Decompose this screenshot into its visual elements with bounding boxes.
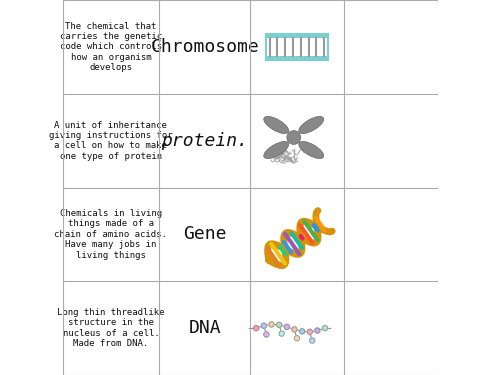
Ellipse shape bbox=[264, 117, 288, 134]
Circle shape bbox=[279, 331, 284, 336]
Bar bbox=[266, 56, 328, 60]
Text: Chemicals in living
things made of a
chain of amino acids.
Have many jobs in
liv: Chemicals in living things made of a cha… bbox=[54, 209, 168, 260]
Text: protein.: protein. bbox=[161, 132, 248, 150]
Text: Gene: Gene bbox=[183, 225, 226, 243]
Ellipse shape bbox=[299, 141, 324, 159]
Circle shape bbox=[276, 322, 282, 327]
Text: A unit of inheritance
giving instructions for
a cell on how to make
one type of : A unit of inheritance giving instruction… bbox=[49, 120, 173, 161]
Circle shape bbox=[310, 338, 315, 343]
Circle shape bbox=[264, 332, 269, 337]
Ellipse shape bbox=[264, 141, 288, 159]
Circle shape bbox=[284, 324, 290, 330]
Circle shape bbox=[262, 323, 266, 328]
Circle shape bbox=[269, 322, 274, 327]
Circle shape bbox=[322, 326, 328, 331]
Bar bbox=[266, 34, 328, 60]
Text: Chromosome: Chromosome bbox=[150, 38, 259, 56]
Text: DNA: DNA bbox=[188, 319, 221, 337]
Bar bbox=[266, 34, 328, 38]
Text: The chemical that
carries the genetic
code which controls
how an organism
develo: The chemical that carries the genetic co… bbox=[60, 22, 162, 72]
Circle shape bbox=[307, 329, 312, 334]
Circle shape bbox=[300, 329, 304, 334]
Circle shape bbox=[254, 326, 259, 331]
Circle shape bbox=[292, 327, 297, 332]
Ellipse shape bbox=[299, 117, 324, 134]
Circle shape bbox=[294, 336, 300, 341]
Bar bbox=[266, 34, 328, 60]
Text: Long thin threadlike
structure in the
nucleus of a cell.
Made from DNA.: Long thin threadlike structure in the nu… bbox=[57, 308, 164, 348]
Circle shape bbox=[314, 328, 320, 333]
Ellipse shape bbox=[287, 130, 300, 144]
